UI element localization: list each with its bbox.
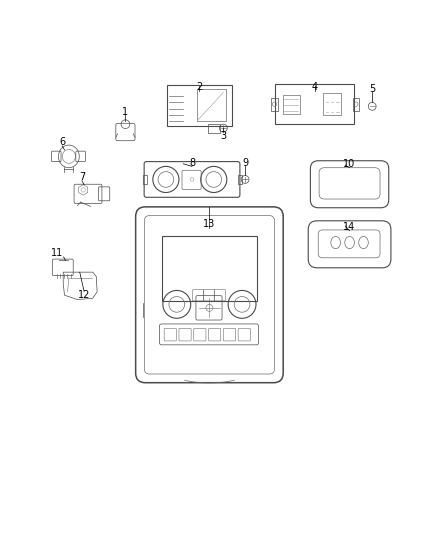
Text: 10: 10 (343, 159, 356, 169)
Text: 13: 13 (203, 219, 215, 229)
Bar (143, 175, 147, 184)
Text: 9: 9 (242, 158, 248, 168)
Bar (197, 90, 226, 120)
Text: 5: 5 (369, 84, 375, 94)
Text: 6: 6 (59, 138, 65, 148)
Text: 8: 8 (189, 158, 195, 168)
Bar (238, 175, 242, 184)
Bar (323, 93, 341, 115)
Text: 3: 3 (220, 131, 226, 141)
Text: 11: 11 (51, 248, 63, 259)
Text: 4: 4 (312, 82, 318, 92)
Text: 1: 1 (122, 107, 128, 117)
Text: 14: 14 (343, 222, 356, 232)
Bar (208, 124, 220, 133)
Bar (283, 95, 300, 114)
Bar (353, 98, 359, 111)
Text: 12: 12 (78, 290, 90, 300)
Bar (162, 237, 257, 301)
Bar (272, 98, 278, 111)
Text: 2: 2 (196, 82, 202, 92)
Text: 7: 7 (79, 172, 85, 182)
